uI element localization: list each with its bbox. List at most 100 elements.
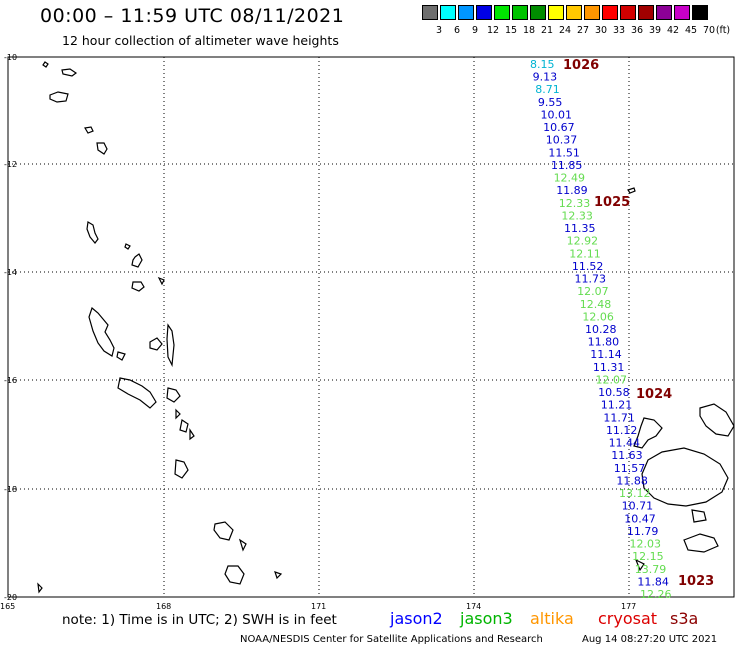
legend-swatch xyxy=(530,5,546,20)
legend-swatch xyxy=(494,5,510,20)
map-title: 00:00 – 11:59 UTC 08/11/2021 xyxy=(40,5,345,27)
wave-height-value: 11.31 xyxy=(593,361,625,374)
lat-label: -10 xyxy=(4,53,17,62)
legend-swatch xyxy=(440,5,456,20)
wave-height-value: 11.52 xyxy=(572,260,604,273)
wave-height-value: 9.13 xyxy=(533,71,558,84)
wave-height-value: 11.88 xyxy=(616,474,648,487)
wave-height-value: 12.26 xyxy=(640,588,672,601)
legend-swatch xyxy=(692,5,708,20)
legend-swatch xyxy=(620,5,636,20)
legend-label: 6 xyxy=(453,25,461,36)
island xyxy=(37,459,283,594)
map-subtitle: 12 hour collection of altimeter wave hei… xyxy=(62,33,339,48)
wave-height-value: 11.14 xyxy=(590,348,622,361)
legend-unit: (ft) xyxy=(715,25,731,36)
wave-height-value: 11.80 xyxy=(588,336,620,349)
wave-height-value: 10.71 xyxy=(622,500,654,513)
legend-swatch xyxy=(674,5,690,20)
legend-swatch xyxy=(422,5,438,20)
wave-height-value: 12.07 xyxy=(577,285,609,298)
wave-height-value: 11.79 xyxy=(627,525,659,538)
satellite-label: s3a xyxy=(670,609,699,628)
lat-label: -16 xyxy=(4,376,17,385)
wave-height-value: 12.15 xyxy=(632,550,664,563)
wave-height-value: 11.51 xyxy=(548,146,580,159)
lon-label: 168 xyxy=(156,602,171,611)
legend-label: 36 xyxy=(630,25,644,36)
island xyxy=(627,187,735,449)
pressure-label: 1026 xyxy=(563,58,599,73)
satellite-label: jason3 xyxy=(460,609,513,628)
island xyxy=(86,221,165,292)
satellite-label: cryosat xyxy=(598,609,658,628)
credit-line: NOAA/NESDIS Center for Satellite Applica… xyxy=(240,634,543,645)
legend-swatch xyxy=(584,5,600,20)
lon-label: 177 xyxy=(621,602,636,611)
wave-height-value: 11.84 xyxy=(637,575,669,588)
wave-height-value: 10.58 xyxy=(598,386,630,399)
lon-label: 171 xyxy=(311,602,326,611)
wave-height-value: 11.44 xyxy=(609,437,641,450)
wave-height-value: 11.57 xyxy=(614,462,646,475)
wave-height-value: 11.35 xyxy=(564,222,596,235)
footer-note: note: 1) Time is in UTC; 2) SWH is in fe… xyxy=(62,612,337,628)
legend-label: 21 xyxy=(540,25,554,36)
wave-height-value: 11.63 xyxy=(611,449,643,462)
wave-height-value: 13.12 xyxy=(619,487,651,500)
wave-height-value: 10.01 xyxy=(540,108,572,121)
legend-label: 9 xyxy=(471,25,479,36)
legend-label: 39 xyxy=(648,25,662,36)
legend-label: 24 xyxy=(558,25,572,36)
legend-label: 15 xyxy=(504,25,518,36)
wave-height-value: 11.21 xyxy=(601,399,633,412)
legend-swatch xyxy=(476,5,492,20)
legend-swatch xyxy=(458,5,474,20)
legend-label: 70 xyxy=(702,25,716,36)
legend-swatch xyxy=(548,5,564,20)
legend-label: 30 xyxy=(594,25,608,36)
wave-height-value: 10.37 xyxy=(546,134,578,147)
island xyxy=(42,61,108,155)
lat-label: -20 xyxy=(4,593,17,602)
legend-label: 42 xyxy=(666,25,680,36)
lat-label: -14 xyxy=(4,268,17,277)
wave-height-value: 13.79 xyxy=(635,563,667,576)
wave-observations: 8.159.138.719.5510.0110.6710.3711.5111.8… xyxy=(530,58,672,601)
map-frame xyxy=(7,56,735,598)
wave-height-value: 12.48 xyxy=(580,298,612,311)
wave-height-value: 12.03 xyxy=(630,538,662,551)
lon-label: 174 xyxy=(466,602,481,611)
wave-height-value: 12.07 xyxy=(595,373,627,386)
legend-swatch xyxy=(656,5,672,20)
wave-height-value: 11.12 xyxy=(606,424,638,437)
legend-label: 18 xyxy=(522,25,536,36)
legend-label: 27 xyxy=(576,25,590,36)
wave-height-value: 12.33 xyxy=(561,209,593,222)
pressure-label: 1025 xyxy=(594,195,630,210)
satellite-label: altika xyxy=(530,609,574,628)
wave-height-value: 8.71 xyxy=(535,83,560,96)
coastline xyxy=(37,61,735,594)
wave-height-legend: 3 6 9 12 15 18 21 24 27 30 33 36 39 42 45 70 (ft) xyxy=(422,5,734,39)
legend-label: 12 xyxy=(486,25,500,36)
island xyxy=(117,377,195,441)
wave-height-value: 12.49 xyxy=(554,172,586,185)
wave-height-value: 8.15 xyxy=(530,58,555,71)
legend-label: 33 xyxy=(612,25,626,36)
wave-height-value: 11.71 xyxy=(603,411,635,424)
legend-swatch xyxy=(512,5,528,20)
wave-height-value: 12.33 xyxy=(559,197,591,210)
lat-label: -18 xyxy=(4,485,17,494)
pressure-label: 1024 xyxy=(636,387,672,402)
wave-height-value: 12.92 xyxy=(567,235,599,248)
wave-height-value: 11.85 xyxy=(551,159,583,172)
wave-height-value: 12.11 xyxy=(569,247,601,260)
lat-label: -12 xyxy=(4,160,17,169)
generated-timestamp: Aug 14 08:27:20 UTC 2021 xyxy=(582,634,718,645)
legend-label: 3 xyxy=(435,25,443,36)
pressure-label: 1023 xyxy=(678,574,714,589)
legend-swatch xyxy=(566,5,582,20)
wave-height-value: 12.06 xyxy=(582,310,614,323)
